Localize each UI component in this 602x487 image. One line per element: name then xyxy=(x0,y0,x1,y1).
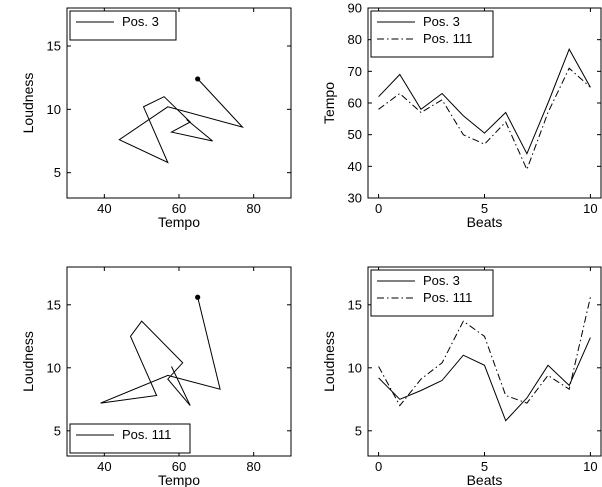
legend-label-2: Pos. 111 xyxy=(423,290,472,305)
legend-label-1: Pos. 3 xyxy=(423,14,460,29)
y-tick-label: 5 xyxy=(54,423,61,438)
y-tick-label: 15 xyxy=(348,297,362,312)
chart-panel-3: 40 60 80 5 10 15 Tempo Loudness Pos. 111 xyxy=(20,266,292,487)
legend: Pos. 111 xyxy=(69,423,191,454)
legend-box xyxy=(370,10,494,58)
legend-label-1: Pos. 3 xyxy=(423,273,460,288)
x-tick-label: 0 xyxy=(375,459,382,474)
x-tick-label: 60 xyxy=(172,459,186,474)
y-tick-label: 5 xyxy=(54,165,61,180)
legend-label-1: Pos. 111 xyxy=(122,427,171,442)
series-line-1 xyxy=(378,337,591,422)
y-tick-label: 70 xyxy=(348,64,362,79)
series-line-1 xyxy=(378,48,591,155)
y-tick-label: 5 xyxy=(355,423,362,438)
legend-box xyxy=(69,10,177,41)
y-tick-label: 50 xyxy=(348,127,362,142)
series-line-2 xyxy=(378,297,591,407)
x-axis-label: Beats xyxy=(467,472,503,487)
x-tick-label: 0 xyxy=(375,201,382,216)
x-tick-label: 10 xyxy=(583,459,597,474)
y-tick-label: 30 xyxy=(348,191,362,206)
x-tick-label: 80 xyxy=(246,459,260,474)
series-line-1 xyxy=(118,78,245,164)
y-tick-label: 40 xyxy=(348,159,362,174)
legend: Pos. 3 Pos. 111 xyxy=(370,269,494,317)
x-tick-label: 40 xyxy=(97,201,111,216)
y-tick-label: 90 xyxy=(348,1,362,16)
x-axis-label: Tempo xyxy=(158,472,200,487)
y-axis-label: Loudness xyxy=(20,73,36,134)
x-tick-label: 5 xyxy=(481,201,488,216)
x-axis-label: Tempo xyxy=(158,214,200,230)
x-tick-label: 40 xyxy=(97,459,111,474)
series-line-2 xyxy=(378,67,591,171)
x-tick-label: 60 xyxy=(172,201,186,216)
chart-panel-2: 0 5 10 30 40 50 60 70 80 90 Beats Tempo Pos. 3 Pos. 1… xyxy=(321,1,602,230)
legend-box xyxy=(370,269,494,317)
y-tick-label: 60 xyxy=(348,96,362,111)
chart-panel-1: 40 60 80 5 10 15 Tempo Loudness Pos. 3 xyxy=(20,7,292,230)
y-tick-label: 15 xyxy=(47,39,61,54)
y-tick-label: 10 xyxy=(47,360,61,375)
legend: Pos. 3 Pos. 111 xyxy=(370,10,494,58)
y-tick-label: 15 xyxy=(47,297,61,312)
x-axis-label: Beats xyxy=(467,214,503,230)
y-tick-label: 10 xyxy=(348,360,362,375)
y-axis-label: Loudness xyxy=(321,331,337,392)
y-axis-label: Tempo xyxy=(321,82,337,124)
y-tick-label: 10 xyxy=(47,102,61,117)
x-tick-label: 80 xyxy=(246,201,260,216)
y-tick-label: 80 xyxy=(348,32,362,47)
x-tick-label: 10 xyxy=(583,201,597,216)
chart-panel-4: 0 5 10 5 10 15 Beats Loudness Pos. 3 Pos. 111 xyxy=(321,266,602,487)
legend-label-2: Pos. 111 xyxy=(423,31,472,46)
legend-box xyxy=(69,423,191,454)
trajectory-end-marker xyxy=(195,294,201,300)
legend: Pos. 3 xyxy=(69,10,177,41)
trajectory-end-marker xyxy=(195,76,201,82)
legend-label-1: Pos. 3 xyxy=(122,14,159,29)
x-tick-label: 5 xyxy=(481,459,488,474)
series-line-1 xyxy=(100,297,221,406)
y-axis-label: Loudness xyxy=(20,331,36,392)
